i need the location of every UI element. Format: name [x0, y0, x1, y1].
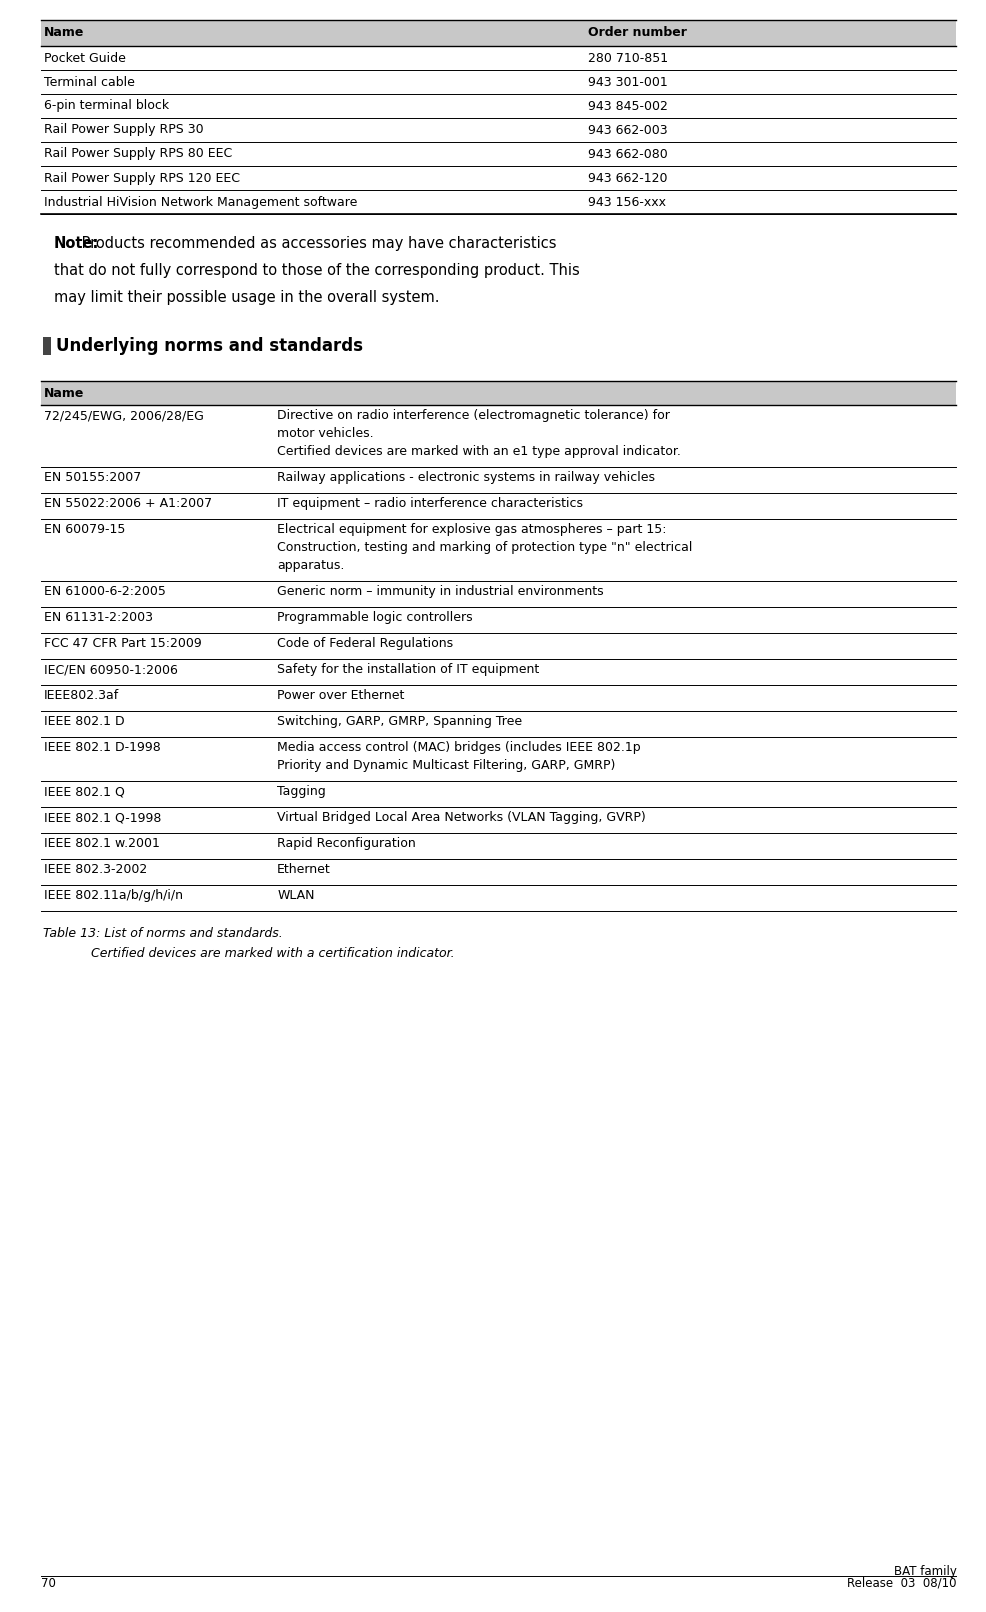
Text: BAT family: BAT family	[893, 1565, 956, 1578]
Text: 943 662-120: 943 662-120	[589, 171, 668, 184]
Text: Virtual Bridged Local Area Networks (VLAN Tagging, GVRP): Virtual Bridged Local Area Networks (VLA…	[277, 811, 646, 824]
Text: 943 156-xxx: 943 156-xxx	[589, 195, 667, 208]
Text: Underlying norms and standards: Underlying norms and standards	[56, 337, 363, 355]
Text: 280 710-851: 280 710-851	[589, 52, 669, 64]
Text: FCC 47 CFR Part 15:2009: FCC 47 CFR Part 15:2009	[43, 637, 201, 650]
Text: Rail Power Supply RPS 30: Rail Power Supply RPS 30	[43, 124, 203, 137]
Text: Switching, GARP, GMRP, Spanning Tree: Switching, GARP, GMRP, Spanning Tree	[277, 716, 523, 729]
Text: 6-pin terminal block: 6-pin terminal block	[43, 100, 169, 113]
Text: IEEE 802.1 Q: IEEE 802.1 Q	[43, 785, 125, 798]
Text: EN 60079-15: EN 60079-15	[43, 522, 125, 537]
Text: Pocket Guide: Pocket Guide	[43, 52, 126, 64]
Text: Electrical equipment for explosive gas atmospheres – part 15:: Electrical equipment for explosive gas a…	[277, 522, 667, 537]
Text: Code of Federal Regulations: Code of Federal Regulations	[277, 637, 454, 650]
Text: Name: Name	[43, 26, 84, 40]
Text: IEEE802.3af: IEEE802.3af	[43, 688, 119, 701]
Text: Power over Ethernet: Power over Ethernet	[277, 688, 404, 701]
Text: Note:: Note:	[53, 235, 99, 251]
Text: Generic norm – immunity in industrial environments: Generic norm – immunity in industrial en…	[277, 585, 603, 598]
Text: Certified devices are marked with an e1 type approval indicator.: Certified devices are marked with an e1 …	[277, 445, 681, 458]
Text: EN 50155:2007: EN 50155:2007	[43, 471, 141, 484]
Text: Rapid Reconfiguration: Rapid Reconfiguration	[277, 837, 416, 850]
Text: Certified devices are marked with a certification indicator.: Certified devices are marked with a cert…	[42, 946, 455, 961]
Text: motor vehicles.: motor vehicles.	[277, 427, 374, 440]
Text: Directive on radio interference (electromagnetic tolerance) for: Directive on radio interference (electro…	[277, 409, 670, 422]
Text: Products recommended as accessories may have characteristics: Products recommended as accessories may …	[77, 235, 556, 251]
Text: IEEE 802.1 Q-1998: IEEE 802.1 Q-1998	[43, 811, 162, 824]
Text: that do not fully correspond to those of the corresponding product. This: that do not fully correspond to those of…	[53, 263, 580, 277]
Text: Table 13: List of norms and standards.: Table 13: List of norms and standards.	[42, 927, 282, 940]
Text: EN 61131-2:2003: EN 61131-2:2003	[43, 611, 153, 624]
Text: IEEE 802.3-2002: IEEE 802.3-2002	[43, 862, 147, 875]
Text: Railway applications - electronic systems in railway vehicles: Railway applications - electronic system…	[277, 471, 655, 484]
Text: Order number: Order number	[589, 26, 687, 40]
Text: IT equipment – radio interference characteristics: IT equipment – radio interference charac…	[277, 496, 583, 509]
Text: EN 61000-6-2:2005: EN 61000-6-2:2005	[43, 585, 166, 598]
Text: 70: 70	[41, 1577, 56, 1589]
Text: Ethernet: Ethernet	[277, 862, 331, 875]
Text: Programmable logic controllers: Programmable logic controllers	[277, 611, 473, 624]
Text: WLAN: WLAN	[277, 888, 315, 903]
Text: apparatus.: apparatus.	[277, 559, 344, 572]
Bar	[42, 337, 51, 355]
Text: Priority and Dynamic Multicast Filtering, GARP, GMRP): Priority and Dynamic Multicast Filtering…	[277, 759, 615, 772]
Text: 943 301-001: 943 301-001	[589, 76, 669, 89]
Text: IEEE 802.1 D-1998: IEEE 802.1 D-1998	[43, 742, 161, 754]
Text: Safety for the installation of IT equipment: Safety for the installation of IT equipm…	[277, 663, 539, 675]
Text: Name: Name	[43, 387, 84, 400]
Text: 943 845-002: 943 845-002	[589, 100, 669, 113]
Bar	[41, 19, 956, 47]
Text: IEEE 802.11a/b/g/h/i/n: IEEE 802.11a/b/g/h/i/n	[43, 888, 182, 903]
Text: Rail Power Supply RPS 80 EEC: Rail Power Supply RPS 80 EEC	[43, 148, 232, 161]
Text: 72/245/EWG, 2006/28/EG: 72/245/EWG, 2006/28/EG	[43, 409, 204, 422]
Text: EN 55022:2006 + A1:2007: EN 55022:2006 + A1:2007	[43, 496, 212, 509]
Text: Release  03  08/10: Release 03 08/10	[847, 1577, 956, 1589]
Text: IEC/EN 60950-1:2006: IEC/EN 60950-1:2006	[43, 663, 177, 675]
Bar	[41, 380, 956, 405]
Text: IEEE 802.1 w.2001: IEEE 802.1 w.2001	[43, 837, 160, 850]
Text: Rail Power Supply RPS 120 EEC: Rail Power Supply RPS 120 EEC	[43, 171, 240, 184]
Text: Terminal cable: Terminal cable	[43, 76, 135, 89]
Text: may limit their possible usage in the overall system.: may limit their possible usage in the ov…	[53, 290, 439, 305]
Text: Industrial HiVision Network Management software: Industrial HiVision Network Management s…	[43, 195, 357, 208]
Text: IEEE 802.1 D: IEEE 802.1 D	[43, 716, 124, 729]
Text: 943 662-080: 943 662-080	[589, 148, 669, 161]
Text: 943 662-003: 943 662-003	[589, 124, 668, 137]
Text: Tagging: Tagging	[277, 785, 326, 798]
Text: Construction, testing and marking of protection type "n" electrical: Construction, testing and marking of pro…	[277, 542, 692, 555]
Text: Media access control (MAC) bridges (includes IEEE 802.1p: Media access control (MAC) bridges (incl…	[277, 742, 641, 754]
